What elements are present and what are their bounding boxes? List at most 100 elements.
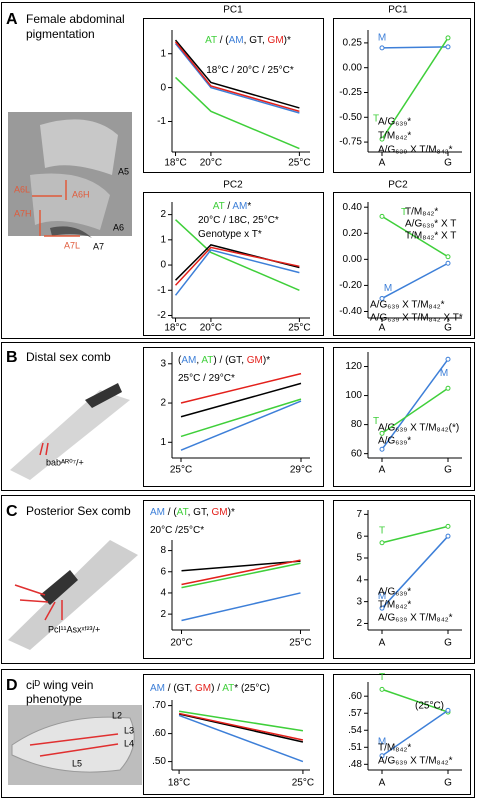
point [379,605,385,611]
y-tick-label: 1 [160,437,166,448]
chart-title: PC2 [223,180,243,191]
chart: 20°C 25°C 2 4 6 8 AM / (AT, GT, GM)* 20°C /25°C… [143,500,324,659]
series-line [381,358,449,450]
annotation: A/G₆₃₉ X T/M₈₄₂* [378,145,453,156]
y-tick-label: -1 [157,116,166,127]
x-tick-label: 29°C [290,465,312,476]
annotation-part: Genotype x T* [198,229,262,240]
image-label: A7L [64,240,80,250]
chart: PC1 A G -0.75 -0.50 -0.25 0.00 0.25 M TA/G₆₃₉* T/M… [333,5,471,173]
annotation-part: , [244,35,250,46]
panel-frame [1,342,475,491]
y-tick-label: 120 [345,361,362,372]
y-tick-label: 4 [356,574,362,585]
x-tick-label: 25°C [288,323,310,334]
x-tick-label: A [379,778,386,789]
annotation-part: ) / [211,683,222,694]
annotation: A/G₆₃₉ X T/M₈₄₂* [378,756,453,767]
chart: 18°C 25°C .50 .60 .70 AM / (GT, GM) / AT* (25… [143,674,324,795]
series-line [181,562,301,589]
y-tick-label: 2 [160,209,166,220]
x-tick-label: 18°C [164,323,186,334]
chart: A G .48 .51 .54 .57 .60 T M (25°C) T/M₈₄₂* A/G₆₃₉ X… [333,672,471,795]
y-tick-label: 3 [356,596,362,607]
y-tick-label: .70 [152,700,166,711]
chart: PC1 18°C 20°C 25°C -1 0 1 AT / (AM, GT, GM)* 18°… [143,5,324,173]
y-tick-label: -0.25 [339,87,362,98]
chart-frame [143,674,324,795]
arrow [14,584,46,596]
photo-arrows [29,733,119,757]
point [445,523,451,529]
series-line [180,398,302,438]
x-tick-label: 25°C [170,465,192,476]
y-tick-label: -0.50 [339,112,362,123]
y-tick-label: 0.40 [343,202,363,213]
panel-title: Posterior Sex comb [26,504,131,518]
image-label: A7 [93,241,104,251]
annotation-part: AM [229,35,244,46]
panel-frame [1,2,475,339]
x-tick-label: 18°C [164,158,186,169]
image-label: Pcl¹¹Asxˣᶠ²³/+ [48,624,100,634]
annotation: T/M₈₄₂* [378,600,411,611]
y-tick-label: .51 [348,742,362,753]
x-tick-label: A [379,323,386,334]
arrow [44,601,56,621]
annotation-part: 25°C / 29°C* [178,373,235,384]
photo-segment [30,173,110,230]
annotation: A/G₆₃₉* [378,587,411,598]
point [379,136,385,142]
image-label: A6H [72,189,90,199]
y-tick-label: 80 [351,419,363,430]
image-label: L2 [112,710,122,720]
series-label: T [401,207,407,218]
image-label: L5 [72,758,82,768]
annotation: 20°C /25°C* [150,525,204,536]
series-line [381,525,449,544]
panel-title: phenotype [26,692,82,706]
annotation-part: , [189,683,195,694]
annotation: A/G₆₃₉* [378,117,411,128]
point [445,533,451,539]
point [445,707,451,713]
y-tick-label: 0.00 [343,254,363,265]
y-tick-label: 6 [356,531,362,542]
point [445,254,451,260]
y-tick-label: 0.00 [343,62,363,73]
annotation-part: AT [177,507,189,518]
annotation-part: AM [150,683,165,694]
annotation-part: GM [212,507,228,518]
point [445,35,451,41]
annotation-part: GM [247,355,263,366]
annotation: T/M₈₄₂* [405,207,438,218]
annotation-part: GT [193,507,207,518]
annotation: AM / (GT, GM) / AT* (25°C) [150,683,270,694]
y-tick-label: 0.20 [343,228,363,239]
y-tick-label: 2 [160,609,166,620]
annotation: T/M₈₄₂* [378,131,411,142]
y-tick-label: 5 [356,553,362,564]
series-label: T [373,114,379,125]
photo-comb [85,383,122,408]
image-label: A6L [14,184,30,194]
series-line [381,215,449,258]
annotation-part: * (25°C) [234,683,270,694]
point [379,45,385,51]
chart: 25°C 29°C 1 2 3 (AM, AT) / (GT, GM)* 25°C / 29… [143,347,324,487]
annotation-part: AM [150,507,165,518]
series-label: T [373,416,379,427]
panel-title: pigmentation [26,27,95,41]
arrow [29,733,119,746]
y-tick-label: -0.40 [339,306,362,317]
y-tick-label: 0 [160,82,166,93]
point [379,446,385,452]
chart: PC2 18°C 20°C 25°C -2 -1 0 1 2 AT / AM* 20°C / 18C… [143,180,324,336]
annotation-part: GM [268,35,284,46]
annotation-part: / ( [217,35,229,46]
series-label: M [384,283,392,294]
y-tick-label: 7 [356,509,362,520]
x-tick-label: 20°C [200,158,222,169]
photos [8,112,142,785]
